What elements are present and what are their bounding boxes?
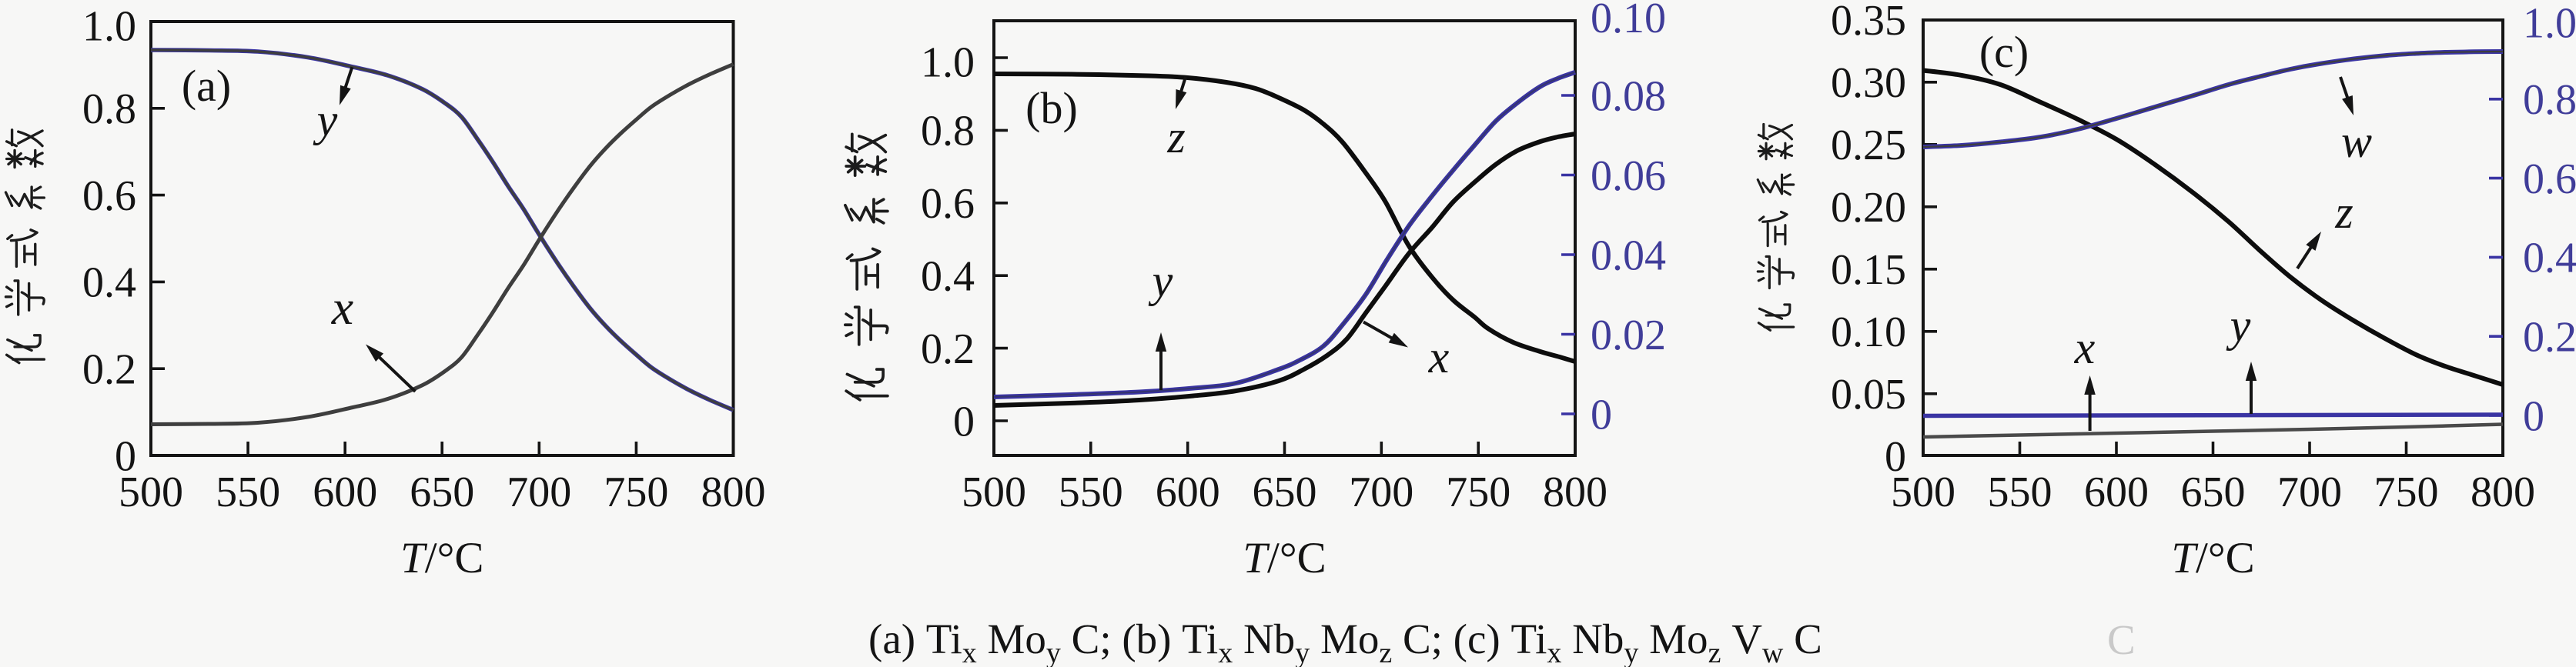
svg-text:y: y xyxy=(313,95,338,145)
svg-text:0.15: 0.15 xyxy=(1831,246,1906,294)
svg-text:750: 750 xyxy=(1446,469,1510,516)
svg-text:700: 700 xyxy=(507,469,571,516)
svg-text:550: 550 xyxy=(1988,469,2052,516)
svg-text:(c): (c) xyxy=(1979,27,2029,77)
svg-text:0: 0 xyxy=(953,398,975,445)
svg-text:0: 0 xyxy=(1591,391,1612,439)
svg-text:750: 750 xyxy=(604,469,668,516)
svg-text:600: 600 xyxy=(1156,469,1220,516)
svg-text:(b): (b) xyxy=(1025,83,1078,133)
svg-text:0.35: 0.35 xyxy=(1831,0,1906,45)
svg-text:0: 0 xyxy=(1885,433,1906,481)
svg-text:0.05: 0.05 xyxy=(1831,371,1906,419)
svg-text:z: z xyxy=(2334,187,2353,238)
svg-text:500: 500 xyxy=(1891,469,1955,516)
svg-text:650: 650 xyxy=(2181,469,2246,516)
svg-text:0.4: 0.4 xyxy=(82,259,136,307)
svg-text:0.02: 0.02 xyxy=(1591,312,1666,359)
svg-text:w: w xyxy=(2341,116,2372,167)
svg-text:800: 800 xyxy=(1543,469,1607,516)
svg-text:0.8: 0.8 xyxy=(82,85,136,133)
svg-text:y: y xyxy=(2226,300,2251,351)
svg-text:0: 0 xyxy=(115,432,136,480)
svg-text:0.10: 0.10 xyxy=(1831,308,1906,356)
svg-text:0.2: 0.2 xyxy=(2523,314,2576,362)
svg-text:T/°C: T/°C xyxy=(1243,534,1326,582)
svg-text:0.4: 0.4 xyxy=(2523,235,2576,282)
svg-text:0.10: 0.10 xyxy=(1591,0,1666,42)
svg-text:500: 500 xyxy=(119,469,183,516)
svg-text:(a): (a) xyxy=(182,61,231,111)
svg-text:650: 650 xyxy=(1253,469,1317,516)
svg-text:0.20: 0.20 xyxy=(1831,184,1906,232)
svg-text:z: z xyxy=(1166,112,1185,162)
svg-text:0.6: 0.6 xyxy=(82,172,136,220)
svg-text:0.2: 0.2 xyxy=(921,325,975,373)
svg-text:650: 650 xyxy=(410,469,474,516)
svg-text:800: 800 xyxy=(2471,469,2535,516)
svg-text:0.04: 0.04 xyxy=(1591,232,1666,279)
svg-text:0.6: 0.6 xyxy=(2523,155,2576,203)
svg-text:0.08: 0.08 xyxy=(1591,72,1666,120)
svg-text:y: y xyxy=(1148,255,1173,306)
svg-text:700: 700 xyxy=(1349,469,1413,516)
svg-text:x: x xyxy=(2074,322,2096,373)
svg-text:600: 600 xyxy=(2084,469,2149,516)
svg-text:0: 0 xyxy=(2523,392,2544,440)
svg-text:0.2: 0.2 xyxy=(82,346,136,394)
svg-text:550: 550 xyxy=(1059,469,1123,516)
svg-text:T/°C: T/°C xyxy=(2171,534,2254,582)
svg-text:T/°C: T/°C xyxy=(400,534,483,582)
svg-text:550: 550 xyxy=(216,469,280,516)
svg-text:x: x xyxy=(331,280,353,335)
svg-text:800: 800 xyxy=(701,469,766,516)
svg-text:0.06: 0.06 xyxy=(1591,152,1666,200)
svg-text:(a) Tix​ Moy​ C; (b) Tix​ Nby​: (a) Tix​ Moy​ C; (b) Tix​ Nby​ Moz​ C; (… xyxy=(868,615,1822,667)
svg-text:750: 750 xyxy=(2374,469,2439,516)
svg-text:500: 500 xyxy=(962,469,1026,516)
svg-text:1.0: 1.0 xyxy=(82,2,136,50)
svg-text:x: x xyxy=(1428,332,1450,382)
svg-text:600: 600 xyxy=(313,469,377,516)
svg-text:0.8: 0.8 xyxy=(2523,76,2576,124)
svg-text:0.8: 0.8 xyxy=(921,108,975,155)
svg-text:0.4: 0.4 xyxy=(921,253,975,301)
svg-text:1.0: 1.0 xyxy=(921,38,975,86)
svg-text:700: 700 xyxy=(2277,469,2342,516)
svg-text:0.30: 0.30 xyxy=(1831,59,1906,107)
svg-text:0.6: 0.6 xyxy=(921,180,975,228)
svg-text:C: C xyxy=(2107,616,2136,663)
svg-text:0.25: 0.25 xyxy=(1831,122,1906,169)
svg-text:1.0: 1.0 xyxy=(2523,0,2576,47)
